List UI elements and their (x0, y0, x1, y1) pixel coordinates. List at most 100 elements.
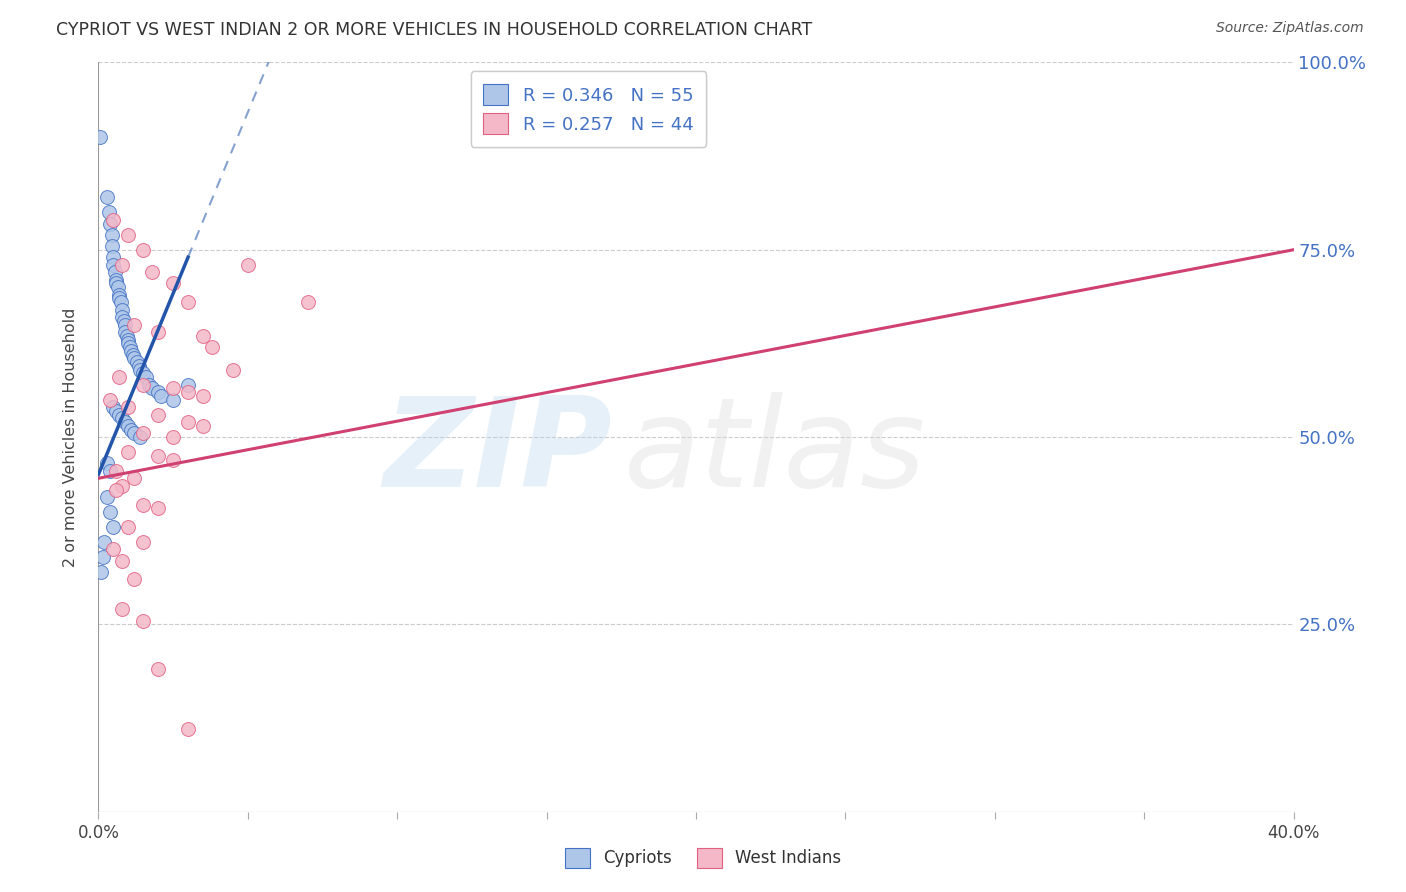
Text: CYPRIOT VS WEST INDIAN 2 OR MORE VEHICLES IN HOUSEHOLD CORRELATION CHART: CYPRIOT VS WEST INDIAN 2 OR MORE VEHICLE… (56, 21, 813, 39)
Point (108, 287, 131, 301)
Point (201, 340, 224, 354)
Point (96, 456, 118, 470)
Point (105, 464, 128, 478)
Point (124, 573, 146, 587)
Point (148, 385, 170, 400)
Point (114, 325, 136, 339)
Point (112, 314, 135, 328)
Text: atlas: atlas (624, 392, 927, 513)
Point (120, 343, 142, 358)
Point (111, 258, 134, 272)
Point (132, 377, 155, 392)
Point (222, 362, 245, 376)
Point (162, 392, 184, 407)
Point (191, 329, 214, 343)
Point (101, 239, 124, 253)
Point (162, 430, 184, 444)
Point (105, 404, 128, 418)
Point (132, 535, 155, 549)
Text: ZIP: ZIP (384, 392, 613, 513)
Point (93, 535, 115, 549)
Point (115, 329, 138, 343)
Point (98, 505, 122, 519)
Point (162, 277, 184, 291)
Point (111, 554, 134, 568)
Point (117, 445, 139, 459)
Point (129, 362, 152, 376)
Point (141, 381, 163, 395)
Point (120, 423, 142, 437)
Point (236, 258, 259, 272)
Legend: R = 0.346   N = 55, R = 0.257   N = 44: R = 0.346 N = 55, R = 0.257 N = 44 (471, 71, 706, 146)
Point (98, 392, 122, 407)
Point (117, 227, 139, 242)
Point (103, 400, 125, 414)
Point (111, 411, 134, 425)
Point (162, 452, 184, 467)
Point (89, 130, 111, 145)
Point (105, 273, 128, 287)
Point (177, 723, 200, 737)
Point (132, 614, 155, 628)
Point (135, 370, 157, 384)
Point (132, 367, 155, 381)
Point (103, 542, 125, 557)
Point (91, 549, 114, 564)
Point (98, 464, 122, 478)
Point (104, 265, 127, 279)
Point (148, 449, 170, 463)
Point (108, 370, 131, 384)
Point (111, 310, 134, 325)
Point (111, 479, 134, 493)
Point (97, 205, 120, 219)
Point (177, 385, 200, 400)
Point (111, 602, 134, 616)
Point (141, 265, 163, 279)
Point (117, 520, 139, 534)
Point (98, 217, 122, 231)
Point (107, 280, 129, 294)
Point (150, 389, 173, 403)
Point (191, 418, 214, 433)
Point (129, 430, 152, 444)
Point (103, 520, 125, 534)
Text: Source: ZipAtlas.com: Source: ZipAtlas.com (1216, 21, 1364, 36)
Point (148, 662, 170, 676)
Point (128, 359, 150, 373)
Point (108, 292, 131, 306)
Point (108, 408, 131, 422)
Point (191, 389, 214, 403)
Point (105, 483, 128, 497)
Point (297, 295, 319, 310)
Point (96, 490, 118, 504)
Point (148, 501, 170, 516)
Point (105, 277, 128, 291)
Point (124, 426, 146, 441)
Point (132, 498, 155, 512)
Point (124, 318, 146, 332)
Point (177, 295, 200, 310)
Point (124, 351, 146, 366)
Point (103, 250, 125, 264)
Point (103, 258, 125, 272)
Point (177, 415, 200, 429)
Point (132, 243, 155, 257)
Point (162, 381, 184, 395)
Point (124, 471, 146, 485)
Point (177, 377, 200, 392)
Point (148, 408, 170, 422)
Point (148, 325, 170, 339)
Point (110, 295, 132, 310)
Point (90, 565, 112, 579)
Point (117, 418, 139, 433)
Y-axis label: 2 or more Vehicles in Household: 2 or more Vehicles in Household (63, 308, 77, 566)
Legend: Cypriots, West Indians: Cypriots, West Indians (558, 841, 848, 875)
Point (138, 377, 160, 392)
Point (103, 212, 125, 227)
Point (114, 415, 136, 429)
Point (117, 400, 139, 414)
Point (114, 318, 136, 332)
Point (132, 426, 155, 441)
Point (127, 355, 149, 369)
Point (118, 340, 141, 354)
